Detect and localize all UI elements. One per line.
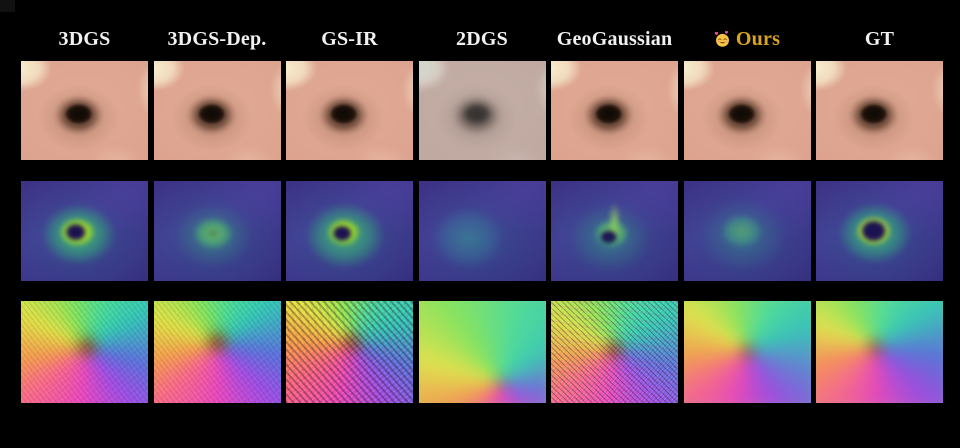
normal-noise-overlay bbox=[286, 301, 413, 403]
normal-noise-overlay bbox=[21, 301, 148, 403]
normal-noise-overlay bbox=[153, 301, 281, 403]
method-label-text: 3DGS bbox=[58, 27, 111, 50]
rgb-image bbox=[683, 61, 811, 160]
depth-image bbox=[816, 181, 943, 281]
cell-depth-geogaussian bbox=[551, 181, 678, 281]
rgb-image bbox=[286, 61, 413, 160]
cell-normal-3dgs-dep bbox=[153, 301, 281, 403]
cell-rgb-ours bbox=[683, 61, 811, 160]
cell-rgb-3dgs bbox=[21, 61, 148, 160]
cell-normal-geogaussian bbox=[551, 301, 678, 403]
cell-normal-2dgs bbox=[418, 301, 546, 403]
cell-rgb-gs-ir bbox=[286, 61, 413, 160]
cell-normal-gs-ir bbox=[286, 301, 413, 403]
normal-image bbox=[418, 301, 546, 403]
cell-depth-3dgs bbox=[21, 181, 148, 281]
cell-rgb-2dgs bbox=[418, 61, 546, 160]
cell-depth-3dgs-dep bbox=[153, 181, 281, 281]
method-label-text: 2DGS bbox=[456, 27, 508, 50]
depth-image bbox=[286, 181, 413, 281]
normal-image bbox=[683, 301, 811, 403]
method-label-text: GeoGaussian bbox=[556, 27, 673, 50]
cell-normal-3dgs bbox=[21, 301, 148, 403]
method-label-text: GT bbox=[864, 27, 895, 50]
depth-image bbox=[551, 181, 678, 281]
normal-image bbox=[286, 301, 413, 403]
normal-image bbox=[816, 301, 943, 403]
depth-image bbox=[683, 181, 811, 281]
method-label-text: GS-IR bbox=[321, 27, 378, 50]
cell-normal-gt bbox=[816, 301, 943, 403]
rgb-rendering-row bbox=[21, 61, 943, 160]
rgb-image bbox=[816, 61, 943, 160]
method-label-ours: Ours bbox=[684, 26, 811, 52]
cell-rgb-geogaussian bbox=[551, 61, 678, 160]
method-header-row: 3DGS 3DGS-Dep. GS-IR 2DGS GeoGaussian bbox=[21, 26, 943, 52]
rgb-image bbox=[418, 61, 546, 160]
depth-image bbox=[21, 181, 148, 281]
normal-image bbox=[21, 301, 148, 403]
method-label-text: Ours bbox=[735, 27, 781, 50]
depth-map-row bbox=[21, 181, 943, 281]
cell-depth-gs-ir bbox=[286, 181, 413, 281]
rgb-image bbox=[21, 61, 148, 160]
depth-image bbox=[153, 181, 281, 281]
rgb-image bbox=[551, 61, 678, 160]
smiling-face-with-hearts-icon bbox=[714, 30, 729, 47]
cell-depth-2dgs bbox=[418, 181, 546, 281]
normal-map-row bbox=[21, 301, 943, 403]
method-label-3dgs: 3DGS bbox=[21, 26, 148, 52]
normal-noise-overlay bbox=[551, 301, 678, 403]
depth-image bbox=[418, 181, 546, 281]
rgb-image bbox=[153, 61, 281, 160]
normal-image bbox=[153, 301, 281, 403]
method-label-text: 3DGS-Dep. bbox=[167, 27, 267, 50]
method-label-2dgs: 2DGS bbox=[419, 26, 546, 52]
method-label-geogaussian: GeoGaussian bbox=[551, 26, 678, 52]
cell-depth-gt bbox=[816, 181, 943, 281]
cell-rgb-gt bbox=[816, 61, 943, 160]
cell-normal-ours bbox=[683, 301, 811, 403]
method-label-gs-ir: GS-IR bbox=[286, 26, 413, 52]
method-label-gt: GT bbox=[816, 26, 943, 52]
cell-depth-ours bbox=[683, 181, 811, 281]
method-label-3dgs-dep: 3DGS-Dep. bbox=[154, 26, 281, 52]
corner-artifact bbox=[0, 0, 15, 12]
cell-rgb-3dgs-dep bbox=[153, 61, 281, 160]
normal-image bbox=[551, 301, 678, 403]
